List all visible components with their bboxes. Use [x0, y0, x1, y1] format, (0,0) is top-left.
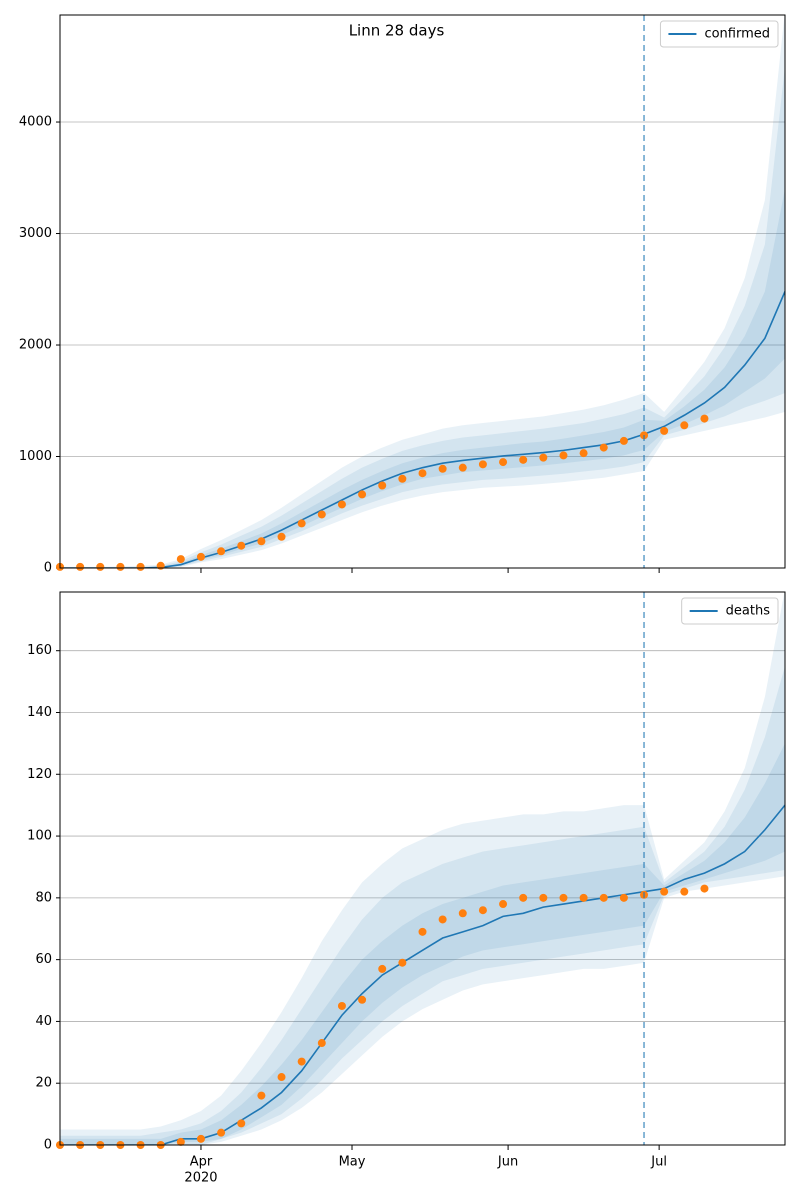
plot-frame: [59, 14, 786, 569]
y-tick-label: 120: [27, 767, 52, 782]
chart-title: Linn 28 days: [349, 22, 445, 40]
observed-point: [337, 500, 346, 509]
x-tick-label: Apr: [190, 1155, 213, 1170]
y-tick-label: 40: [35, 1014, 52, 1029]
observed-point: [217, 1128, 226, 1137]
observed-point: [579, 449, 588, 458]
observed-point: [378, 964, 387, 973]
observed-point: [317, 510, 326, 519]
x-year-label: 2020: [184, 1171, 217, 1186]
observed-point: [317, 1039, 326, 1048]
confidence-band: [60, 666, 785, 1145]
observed-point: [519, 893, 528, 902]
observed-point: [519, 455, 528, 464]
y-tick-label: 60: [35, 952, 52, 967]
observed-point: [257, 537, 266, 546]
observed-point: [599, 443, 608, 452]
observed-point: [438, 464, 447, 473]
y-tick-label: 0: [44, 1138, 52, 1153]
observed-point: [438, 915, 447, 924]
legend-label: confirmed: [704, 27, 770, 42]
confidence-band: [60, 15, 785, 568]
observed-point: [599, 893, 608, 902]
observed-point: [499, 900, 508, 909]
observed-point: [478, 906, 487, 915]
y-tick-label: 1000: [19, 449, 52, 464]
legend-box: [659, 20, 779, 48]
observed-point: [458, 463, 467, 472]
observed-point: [398, 474, 407, 483]
observed-point: [257, 1091, 266, 1100]
plot-frame: [59, 591, 786, 1146]
observed-point: [358, 490, 367, 499]
y-tick-label: 100: [27, 829, 52, 844]
y-tick-label: 3000: [19, 226, 52, 241]
observed-point: [418, 927, 427, 936]
observed-point: [700, 884, 709, 893]
observed-point: [539, 453, 548, 462]
observed-point: [458, 909, 467, 918]
observed-point: [378, 481, 387, 490]
y-tick-label: 4000: [19, 115, 52, 130]
observed-point: [297, 519, 306, 528]
observed-point: [660, 887, 669, 896]
confidence-band: [60, 743, 785, 1145]
x-tick-label: Jun: [497, 1155, 518, 1170]
y-tick-label: 20: [35, 1076, 52, 1091]
y-tick-label: 2000: [19, 338, 52, 353]
legend-label: deaths: [726, 604, 771, 619]
observed-point: [337, 1001, 346, 1010]
observed-point: [176, 555, 185, 564]
observed-point: [499, 458, 508, 467]
observed-point: [680, 887, 689, 896]
observed-point: [277, 532, 286, 541]
observed-point: [217, 547, 226, 556]
legend-box: [681, 597, 779, 625]
observed-point: [277, 1073, 286, 1082]
observed-point: [76, 562, 85, 571]
observed-point: [619, 436, 628, 445]
observed-point: [196, 1134, 205, 1143]
observed-point: [136, 562, 145, 571]
observed-point: [559, 451, 568, 460]
observed-point: [680, 421, 689, 430]
observed-point: [297, 1057, 306, 1066]
observed-point: [559, 893, 568, 902]
observed-point: [398, 958, 407, 967]
confidence-band: [60, 592, 785, 1145]
y-tick-label: 0: [44, 561, 52, 576]
observed-point: [619, 893, 628, 902]
observed-point: [700, 414, 709, 423]
observed-point: [358, 995, 367, 1004]
x-tick-label: May: [339, 1155, 366, 1170]
observed-point: [237, 1119, 246, 1128]
y-tick-label: 140: [27, 705, 52, 720]
x-tick-label: Jul: [650, 1155, 667, 1170]
y-tick-label: 80: [35, 890, 52, 905]
observed-point: [579, 893, 588, 902]
observed-point: [156, 561, 165, 570]
observed-point: [96, 562, 105, 571]
confidence-band: [60, 66, 785, 568]
forecast-line: [60, 291, 785, 568]
observed-point: [237, 541, 246, 550]
y-tick-label: 160: [27, 643, 52, 658]
observed-point: [196, 552, 205, 561]
observed-point: [176, 1137, 185, 1146]
observed-point: [418, 469, 427, 478]
observed-point: [478, 460, 487, 469]
observed-point: [539, 893, 548, 902]
observed-point: [116, 562, 125, 571]
observed-point: [660, 426, 669, 435]
